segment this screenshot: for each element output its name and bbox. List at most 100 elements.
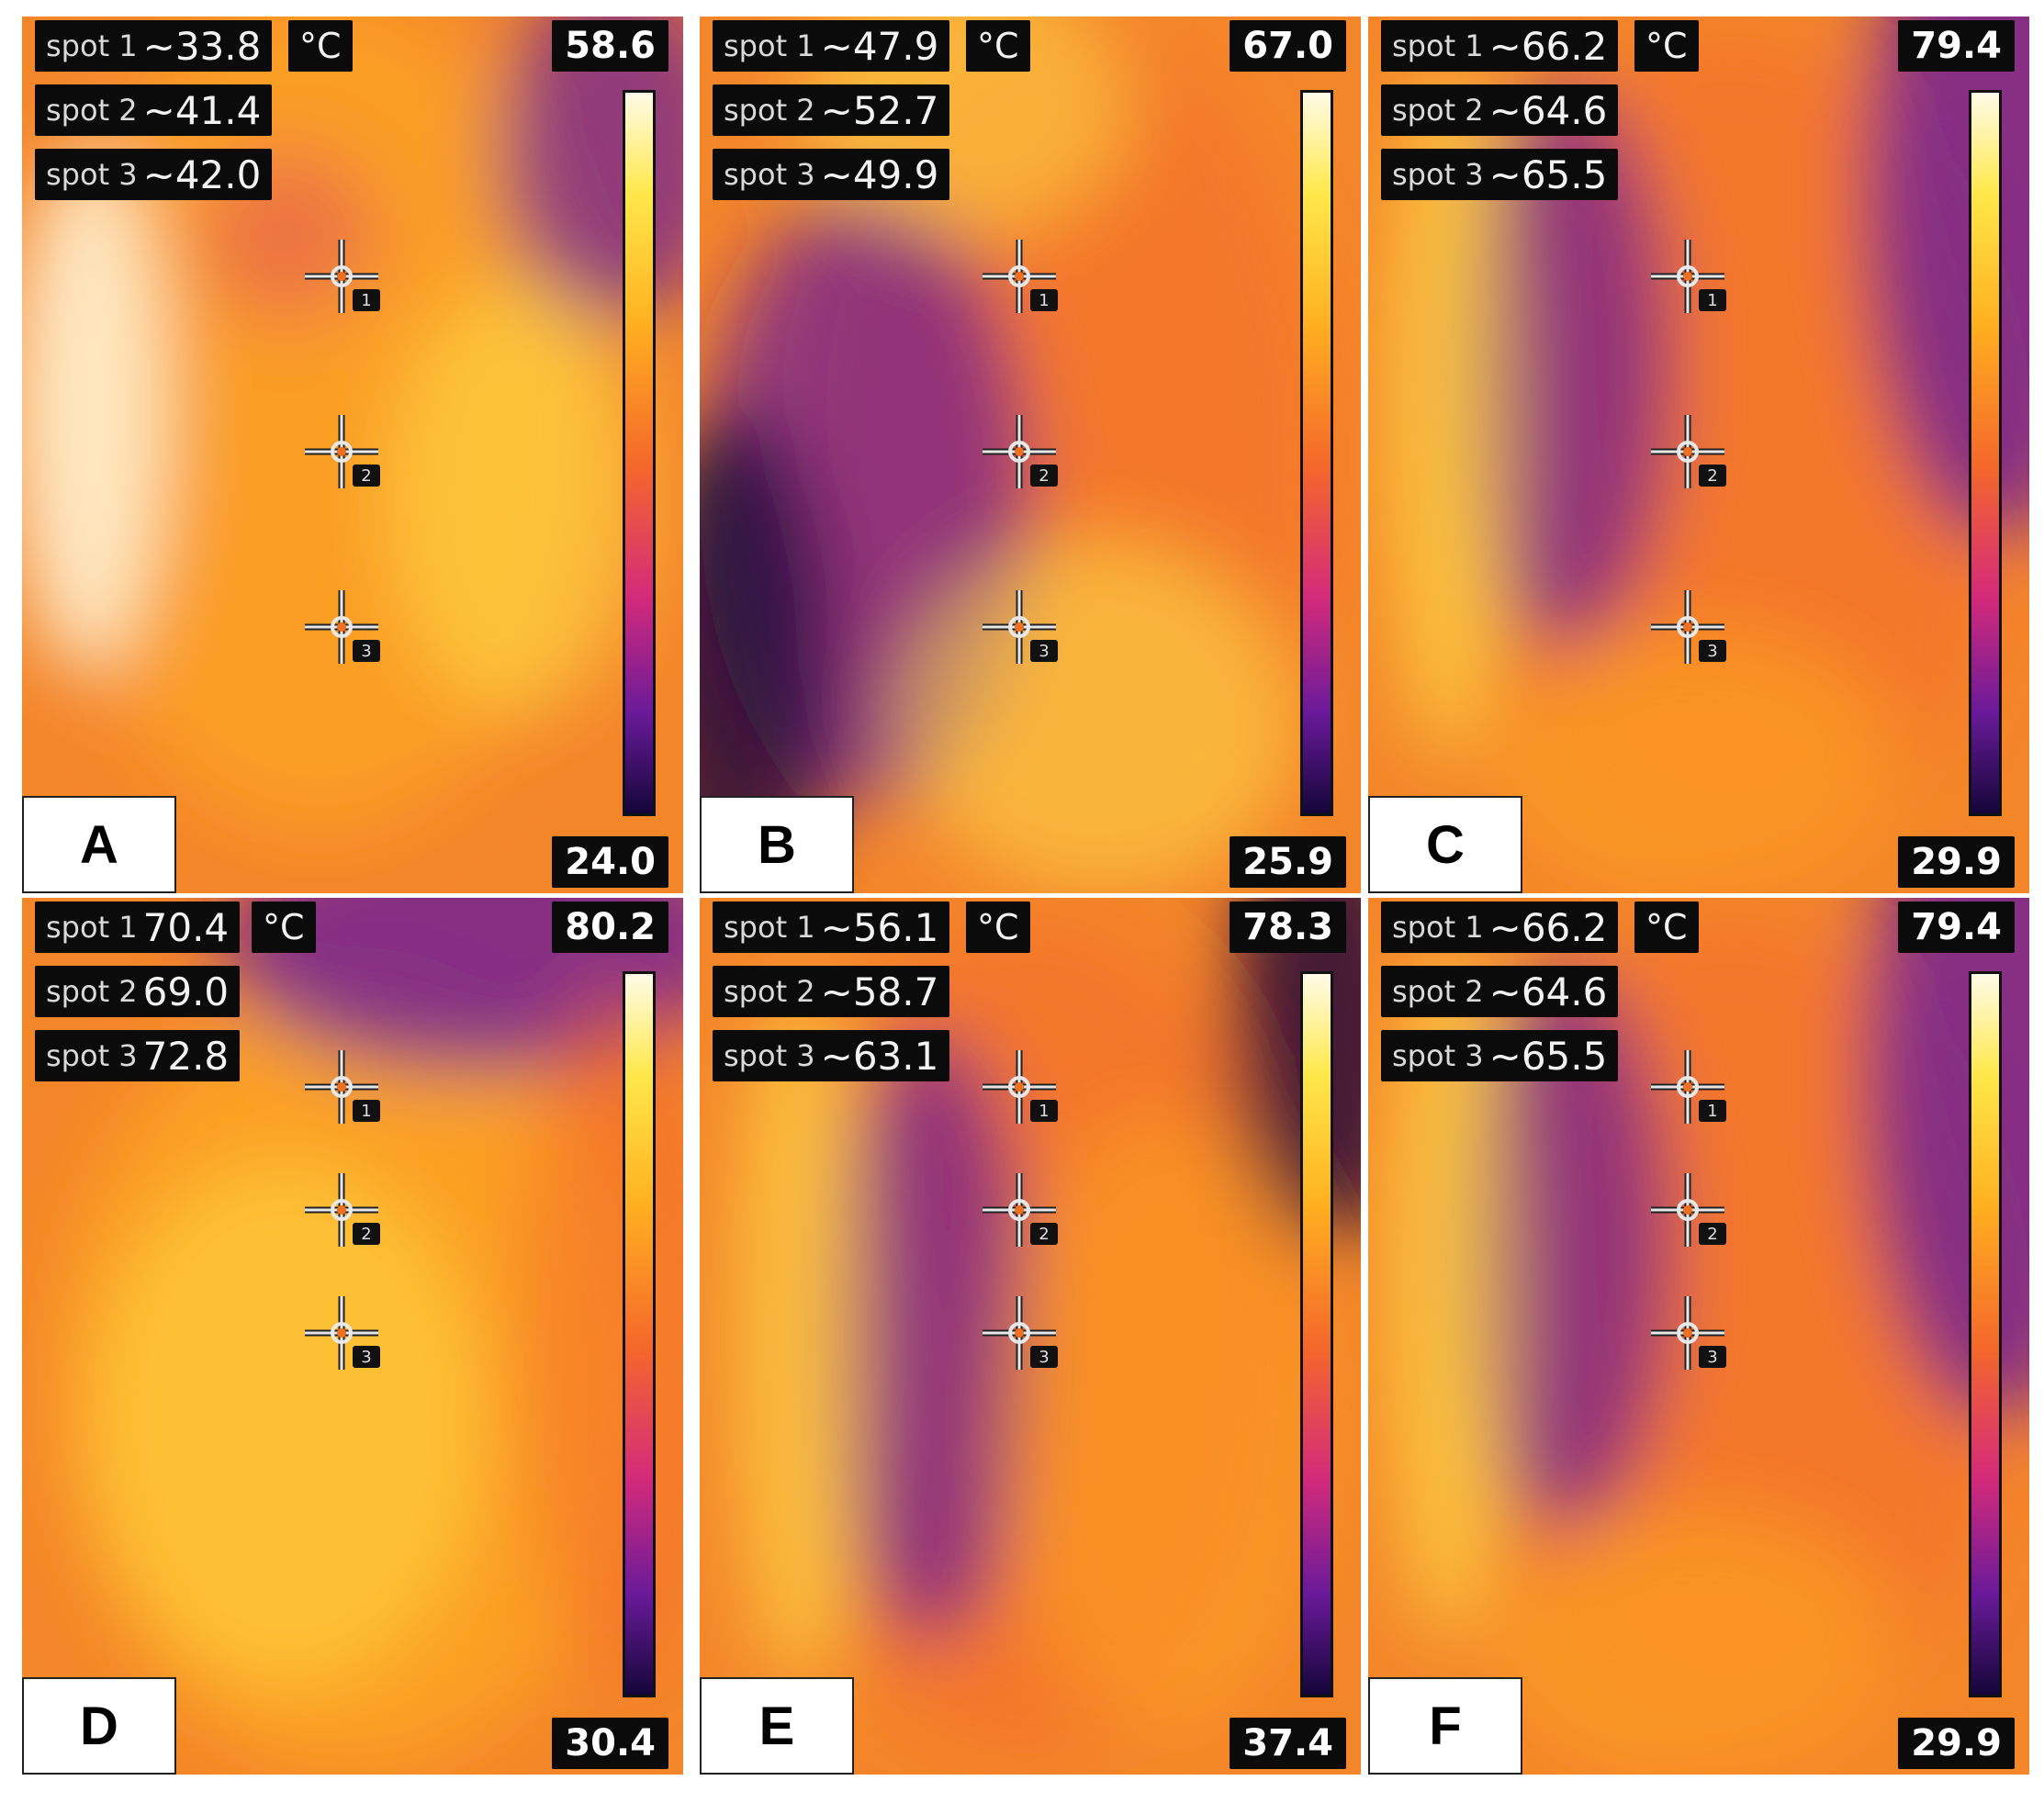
thermal-panel-c: spot 1 ~66.2 spot 2 ~64.6 spot 3 ~65.5 °C 79.4 2… [1368,17,2029,893]
svg-text:1: 1 [1039,1102,1049,1121]
spot-readouts: spot 1 ~33.8 spot 2 ~41.4 spot 3 ~42.0 [35,20,273,200]
panel-letter: E [700,1677,854,1775]
spot-readout: spot 3 72.8 [35,1030,241,1081]
panel-letter: C [1368,796,1522,893]
spot-value: ~64.6 [1488,87,1608,133]
scale-min-label: 29.9 [1898,1718,2015,1769]
svg-text:3: 3 [1039,642,1049,661]
unit-label: °C [288,20,353,72]
svg-text:1: 1 [1707,291,1717,310]
spot-readouts: spot 1 ~47.9 spot 2 ~52.7 spot 3 ~49.9 [713,20,950,200]
spot-name: spot 3 [724,157,815,192]
spot-crosshair-icon: 3 [983,1295,1058,1370]
spot-crosshair-icon: 2 [305,414,380,488]
scale-max-label: 78.3 [1230,902,1346,953]
unit-label: °C [1634,902,1699,953]
spot-readouts: spot 1 70.4 spot 2 69.0 spot 3 72.8 [35,902,241,1081]
svg-text:3: 3 [361,642,371,661]
spot-value: ~42.0 [142,151,262,197]
thermal-image [1368,898,2029,1775]
scale-max-label: 67.0 [1230,20,1346,72]
svg-text:2: 2 [1039,1225,1049,1244]
spot-readout: spot 3 ~49.9 [713,149,950,200]
spot-crosshair-icon: 3 [305,589,380,664]
spot-crosshair-icon: 1 [1651,239,1726,313]
spot-readout: spot 2 ~41.4 [35,84,273,136]
spot-name: spot 2 [46,974,138,1009]
spot-name: spot 1 [46,910,138,945]
spot-readout: spot 1 ~66.2 [1381,20,1619,72]
thermal-image [700,898,1361,1775]
spot-crosshair-icon: 3 [305,1295,380,1370]
thermal-panel-e: spot 1 ~56.1 spot 2 ~58.7 spot 3 ~63.1 °C 78.3 3… [700,898,1361,1775]
spot-value: 70.4 [142,904,230,950]
spot-readout: spot 1 ~33.8 [35,20,273,72]
panel-letter: A [22,796,176,893]
temperature-scale-bar [1969,90,2002,816]
svg-text:3: 3 [1707,1348,1717,1367]
spot-readout: spot 3 ~63.1 [713,1030,950,1081]
scale-min-label: 29.9 [1898,836,2015,888]
spot-value: ~58.7 [820,969,939,1014]
spot-name: spot 3 [1392,1038,1484,1073]
spot-name: spot 3 [1392,157,1484,192]
spot-value: ~47.9 [820,23,939,69]
svg-text:1: 1 [1707,1102,1717,1121]
svg-text:2: 2 [1707,466,1717,486]
spot-readout: spot 1 ~66.2 [1381,902,1619,953]
temperature-scale-bar [623,90,656,816]
spot-name: spot 2 [1392,93,1484,128]
spot-readout: spot 3 ~65.5 [1381,149,1619,200]
temperature-scale-bar [1300,90,1333,816]
spot-name: spot 1 [46,28,138,63]
spot-value: ~66.2 [1488,904,1608,950]
spot-name: spot 1 [724,910,815,945]
spot-name: spot 1 [1392,28,1484,63]
svg-text:1: 1 [1039,291,1049,310]
spot-readout: spot 1 70.4 [35,902,241,953]
spot-value: ~65.5 [1488,1033,1608,1079]
spot-name: spot 2 [46,93,138,128]
thermal-panel-a: spot 1 ~33.8 spot 2 ~41.4 spot 3 ~42.0 °C 58.6 2… [22,17,683,893]
scale-max-label: 79.4 [1898,20,2015,72]
spot-value: 69.0 [142,969,230,1014]
spot-value: ~56.1 [820,904,939,950]
svg-text:3: 3 [1039,1348,1049,1367]
spot-value: ~33.8 [142,23,262,69]
spot-crosshair-icon: 3 [983,589,1058,664]
spot-crosshair-icon: 1 [1651,1050,1726,1125]
spot-readout: spot 2 69.0 [35,966,241,1017]
svg-text:1: 1 [361,1102,371,1121]
panel-letter: D [22,1677,176,1775]
spot-readout: spot 3 ~42.0 [35,149,273,200]
thermal-panel-f: spot 1 ~66.2 spot 2 ~64.6 spot 3 ~65.5 °C 79.4 2… [1368,898,2029,1775]
svg-text:2: 2 [1039,466,1049,486]
spot-readout: spot 2 ~64.6 [1381,966,1619,1017]
spot-name: spot 3 [46,1038,138,1073]
panel-letter: F [1368,1677,1522,1775]
scale-min-label: 30.4 [552,1718,668,1769]
spot-crosshair-icon: 2 [305,1172,380,1247]
thermal-panel-d: spot 1 70.4 spot 2 69.0 spot 3 72.8 °C 80.2 30.4… [22,898,683,1775]
spot-readout: spot 2 ~52.7 [713,84,950,136]
unit-label: °C [966,902,1030,953]
spot-crosshair-icon: 1 [305,239,380,313]
spot-readouts: spot 1 ~66.2 spot 2 ~64.6 spot 3 ~65.5 [1381,20,1619,200]
scale-min-label: 25.9 [1230,836,1346,888]
spot-crosshair-icon: 3 [1651,589,1726,664]
spot-readouts: spot 1 ~56.1 spot 2 ~58.7 spot 3 ~63.1 [713,902,950,1081]
svg-text:2: 2 [1707,1225,1717,1244]
spot-readout: spot 3 ~65.5 [1381,1030,1619,1081]
spot-crosshair-icon: 1 [983,239,1058,313]
spot-value: ~41.4 [142,87,262,133]
svg-text:2: 2 [361,1225,371,1244]
spot-crosshair-icon: 2 [983,414,1058,488]
scale-min-label: 37.4 [1230,1718,1346,1769]
spot-crosshair-icon: 2 [1651,1172,1726,1247]
unit-label: °C [252,902,316,953]
temperature-scale-bar [623,971,656,1697]
scale-max-label: 58.6 [552,20,668,72]
thermal-panel-b: spot 1 ~47.9 spot 2 ~52.7 spot 3 ~49.9 °C 67.0 2… [700,17,1361,893]
svg-text:3: 3 [361,1348,371,1367]
spot-readout: spot 2 ~58.7 [713,966,950,1017]
